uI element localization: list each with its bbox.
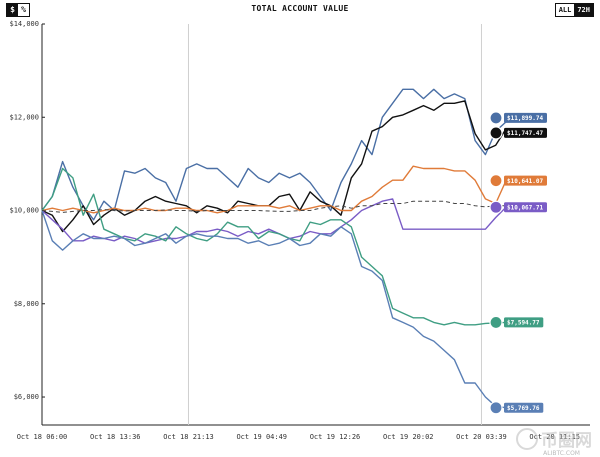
y-tick-label: $10,000: [9, 207, 39, 215]
series-line-3: [41, 198, 507, 244]
currency-toggle: $ %: [6, 3, 30, 17]
x-tick-label: Oct 20 11:15: [529, 433, 580, 441]
watermark-url: ALIBTC.COM: [543, 450, 580, 457]
x-tick-label: Oct 18 21:13: [163, 433, 214, 441]
x-tick-label: Oct 19 12:26: [310, 433, 361, 441]
chart-title: TOTAL ACCOUNT VALUE: [251, 4, 349, 13]
series-line-1: [41, 100, 507, 233]
series-line-0: [41, 88, 507, 221]
value-tag-1: [504, 127, 547, 138]
value-tag-label: $10,067.71: [507, 204, 544, 211]
value-tag-label: $11,747.47: [507, 130, 544, 137]
value-tag-label: $11,899.74: [507, 115, 544, 122]
y-tick-label: $6,000: [14, 393, 39, 401]
value-tag-2: [504, 175, 547, 186]
watermark: 币圈网: [516, 426, 592, 451]
value-tag-4: [504, 317, 544, 328]
openai-icon: [489, 315, 503, 330]
x-tick-label: Oct 19 20:02: [383, 433, 434, 441]
range-72h-button[interactable]: 72H: [574, 4, 593, 16]
time-range-toggle: ALL 72H: [554, 3, 594, 17]
toggle-percent-button[interactable]: %: [18, 4, 29, 16]
value-tag-label: $10,641.07: [507, 178, 544, 185]
x-tick-label: Oct 20 03:39: [456, 433, 507, 441]
range-all-button[interactable]: ALL: [555, 4, 575, 16]
y-tick-label: $8,000: [14, 300, 39, 308]
y-tick-label: $12,000: [9, 113, 39, 121]
watermark-text: 币圈网: [541, 431, 592, 451]
value-tag-5: [504, 402, 544, 413]
baseline-series-line: [41, 200, 506, 213]
series-line-2: [41, 165, 507, 214]
x-tick-label: Oct 19 04:49: [236, 433, 287, 441]
value-tag-label: $5,769.76: [507, 405, 540, 412]
series-line-4: [41, 167, 507, 326]
toggle-dollar-button[interactable]: $: [7, 4, 18, 16]
value-tag-3: [504, 202, 547, 213]
claude-icon: [489, 174, 503, 188]
value-tag-label: $7,594.77: [507, 320, 540, 327]
deepseek-icon: [489, 111, 503, 125]
y-tick-label: $14,000: [9, 20, 39, 28]
value-tag-0: [504, 112, 547, 123]
gemini-icon: [489, 200, 503, 214]
series-line-5: [41, 210, 507, 409]
x-tick-label: Oct 18 06:00: [17, 433, 68, 441]
x-tick-label: Oct 18 13:36: [90, 433, 141, 441]
watermark-logo-icon: [516, 427, 538, 450]
qwen-icon: [489, 401, 503, 415]
grok-icon: [489, 126, 503, 140]
